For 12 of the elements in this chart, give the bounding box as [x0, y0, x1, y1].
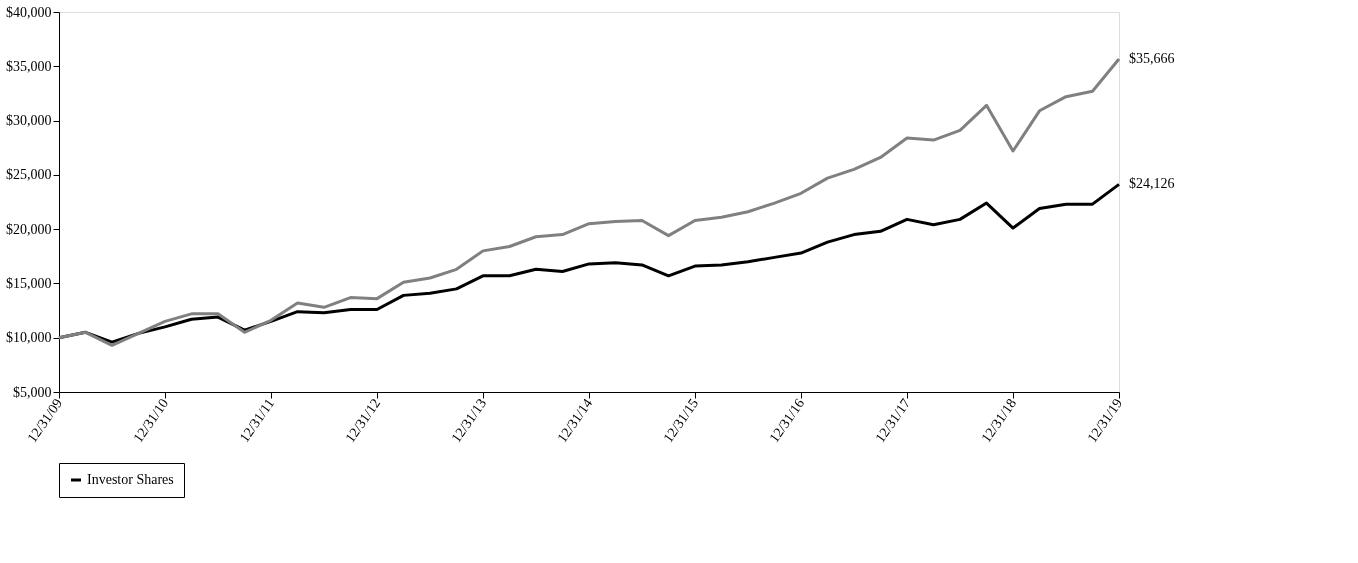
y-tick-label: $35,000 — [6, 58, 52, 74]
y-tick-label: $15,000 — [6, 275, 52, 291]
y-tick-label: $40,000 — [6, 4, 52, 20]
line-series — [57, 57, 1121, 347]
annotation: $35,666 — [1129, 51, 1175, 67]
y-tick-label: $20,000 — [6, 221, 52, 237]
annotation: $24,126 — [1129, 176, 1175, 192]
legend-label: Investor Shares — [87, 472, 174, 487]
y-tick-label: $5,000 — [13, 384, 52, 400]
y-tick-label: $10,000 — [6, 330, 52, 346]
y-tick-label: $30,000 — [6, 113, 52, 129]
y-tick-label: $25,000 — [6, 167, 52, 183]
